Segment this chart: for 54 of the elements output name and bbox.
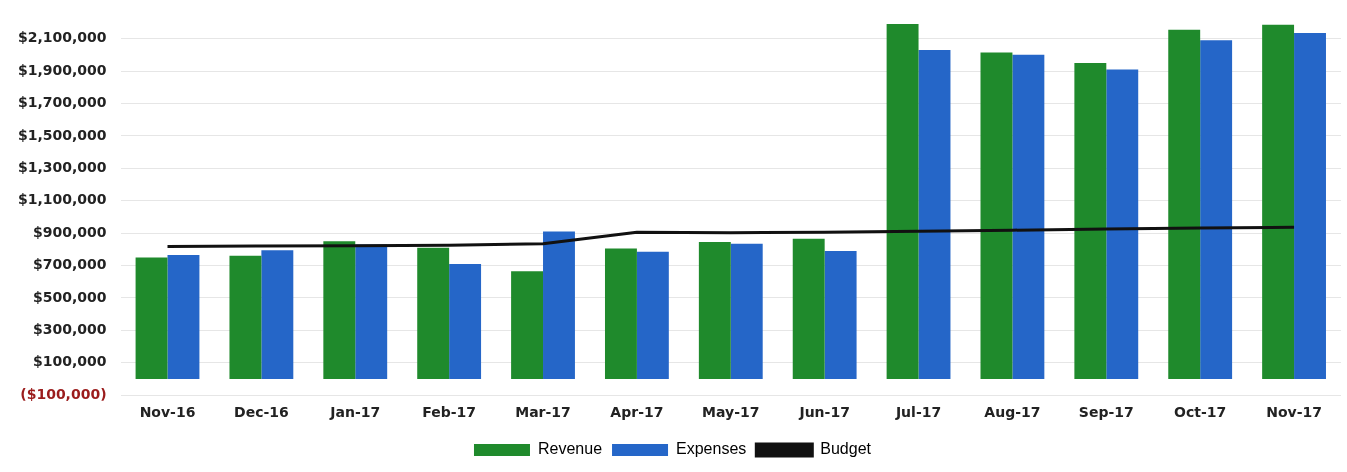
- bar: [511, 271, 544, 379]
- bar: [886, 24, 919, 379]
- bar: [135, 257, 168, 379]
- x-tick-label: Apr-17: [610, 404, 664, 421]
- bar: [449, 263, 482, 379]
- bar: [604, 248, 637, 379]
- x-tick-label: Mar-17: [515, 404, 571, 421]
- y-tick-label: $1,900,000: [17, 61, 107, 78]
- y-tick-label: $900,000: [33, 223, 107, 240]
- y-tick-label: ($100,000): [20, 385, 107, 402]
- x-tick-label: Nov-17: [1266, 404, 1322, 421]
- bar: [980, 52, 1013, 379]
- y-tick-label: $1,300,000: [17, 158, 107, 175]
- x-tick-label: Oct-17: [1174, 404, 1227, 421]
- x-tick-label: Jun-17: [798, 404, 850, 421]
- bar: [1106, 69, 1139, 379]
- x-tick-label: Jan-17: [329, 404, 381, 421]
- y-tick-label: $100,000: [33, 353, 107, 370]
- y-tick-label: $1,100,000: [17, 191, 107, 208]
- bar: [698, 242, 731, 379]
- bar: [730, 243, 763, 379]
- x-tick-label: May-17: [702, 404, 760, 421]
- bar: [355, 244, 388, 379]
- bar: [1262, 24, 1295, 379]
- y-tick-label: $500,000: [33, 288, 107, 305]
- bar: [1168, 29, 1201, 379]
- y-tick-label: $2,100,000: [17, 29, 107, 46]
- bar: [229, 255, 262, 379]
- x-tick-label: Dec-16: [234, 404, 289, 421]
- bar: [918, 49, 951, 379]
- bar: [261, 250, 294, 379]
- bar: [323, 241, 356, 379]
- x-tick-label: Feb-17: [422, 404, 477, 421]
- bar: [1200, 40, 1233, 379]
- x-tick-label: Nov-16: [139, 404, 196, 421]
- legend-label: Revenue: [537, 440, 603, 458]
- bar: [824, 250, 857, 379]
- x-tick-label: Jul-17: [894, 404, 942, 421]
- bar: [167, 255, 200, 379]
- y-tick-label: $1,700,000: [17, 94, 107, 111]
- y-tick-label: $300,000: [33, 321, 107, 338]
- bar: [417, 247, 450, 379]
- bar: [1012, 54, 1045, 379]
- y-tick-label: $1,500,000: [17, 126, 107, 143]
- bar: [1074, 62, 1107, 379]
- bar: [636, 251, 669, 379]
- x-tick-label: Sep-17: [1078, 404, 1134, 421]
- legend-label: Budget: [820, 440, 872, 458]
- x-tick-label: Aug-17: [984, 404, 1041, 421]
- bar: [792, 238, 825, 379]
- bar: [1294, 32, 1326, 379]
- y-tick-label: $700,000: [33, 256, 107, 273]
- bar: [543, 231, 575, 379]
- legend-label: Expenses: [676, 440, 747, 458]
